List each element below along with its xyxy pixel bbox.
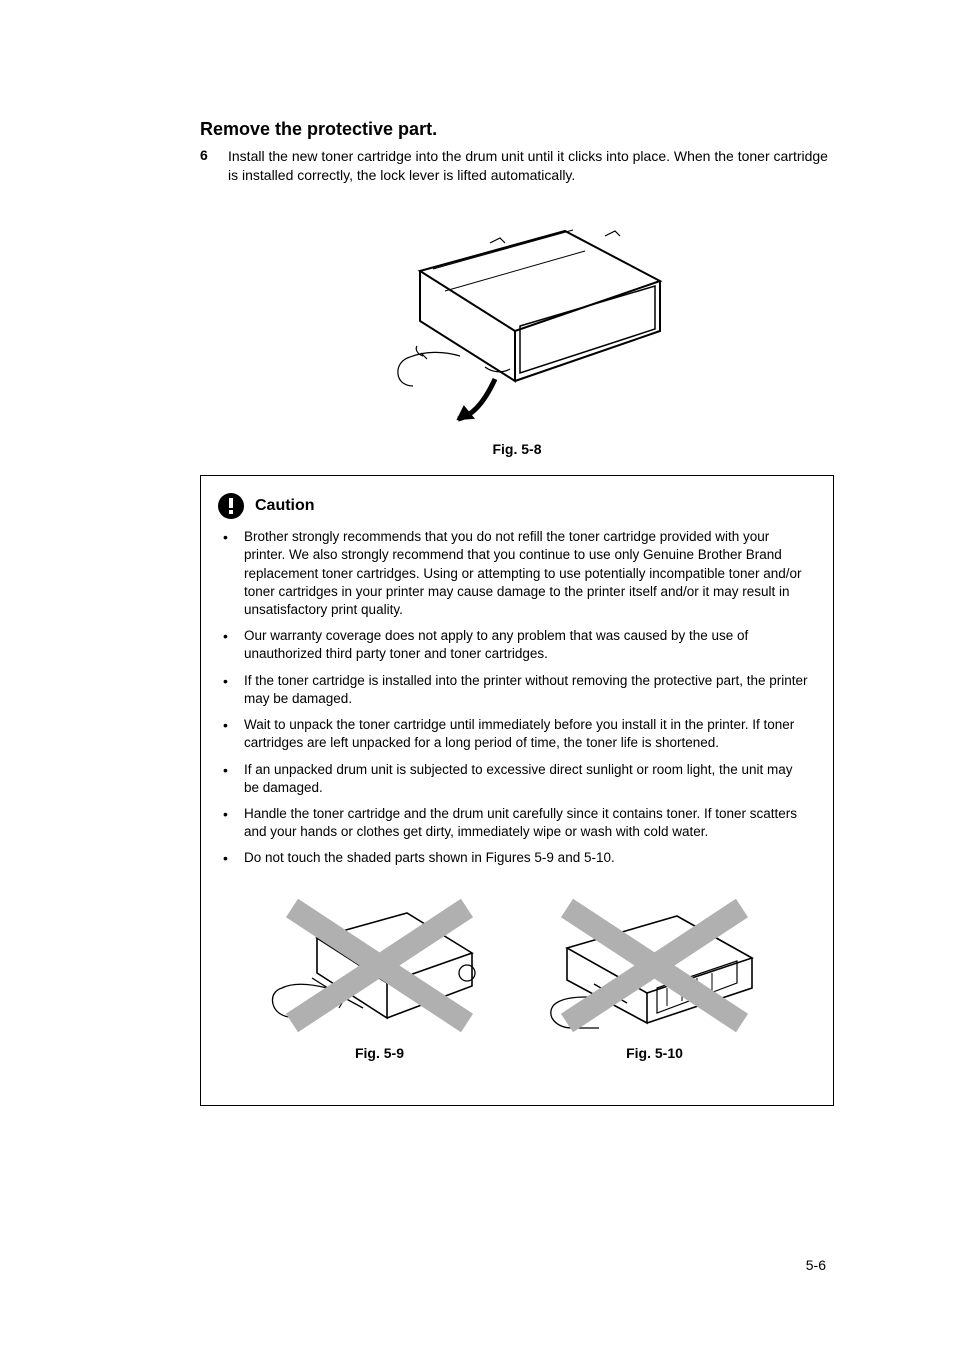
step-text: Install the new toner cartridge into the… [228,147,834,185]
bullet-icon: • [223,805,231,841]
caution-header: Caution [217,492,811,520]
caution-bullet-list: • Brother strongly recommends that you d… [223,528,811,868]
bullet-icon: • [223,716,231,752]
figure-left-caption: Fig. 5-9 [267,1045,492,1061]
figure1-caption: Fig. 5-8 [200,441,834,457]
bullet-text: Our warranty coverage does not apply to … [244,627,811,663]
bullet-text: If the toner cartridge is installed into… [244,672,811,708]
figure-right-wrap: Fig. 5-10 [542,888,767,1079]
bullet-text: Wait to unpack the toner cartridge until… [244,716,811,752]
caution-box: Caution • Brother strongly recommends th… [200,475,834,1106]
page-number: 5-6 [806,1257,826,1273]
bullet-text: Brother strongly recommends that you do … [244,528,811,619]
list-item: • If an unpacked drum unit is subjected … [223,761,811,797]
bullet-text: If an unpacked drum unit is subjected to… [244,761,811,797]
figure-left-wrap: Fig. 5-9 [267,888,492,1079]
list-item: • Do not touch the shaded parts shown in… [223,849,811,867]
bullet-icon: • [223,849,231,867]
caution-icon [217,492,245,520]
figure-drum-do-not-touch [542,888,767,1043]
heading: Remove the protective part. [200,118,834,141]
bullet-icon: • [223,627,231,663]
bullet-icon: • [223,761,231,797]
list-item: • Wait to unpack the toner cartridge unt… [223,716,811,752]
bullet-text: Handle the toner cartridge and the drum … [244,805,811,841]
step-number: 6 [200,147,218,185]
figure-toner-remove-protective [355,201,695,431]
page-content: Remove the protective part. 6 Install th… [0,0,954,1166]
list-item: • Handle the toner cartridge and the dru… [223,805,811,841]
caution-title: Caution [255,497,315,515]
list-item: • Our warranty coverage does not apply t… [223,627,811,663]
step-row: 6 Install the new toner cartridge into t… [200,147,834,185]
bullet-icon: • [223,528,231,619]
bullet-icon: • [223,672,231,708]
figure-row: Fig. 5-9 [223,888,811,1079]
list-item: • Brother strongly recommends that you d… [223,528,811,619]
bullet-text: Do not touch the shaded parts shown in F… [244,849,615,867]
figure-right-caption: Fig. 5-10 [542,1045,767,1061]
list-item: • If the toner cartridge is installed in… [223,672,811,708]
figure-toner-do-not-touch [267,888,492,1043]
